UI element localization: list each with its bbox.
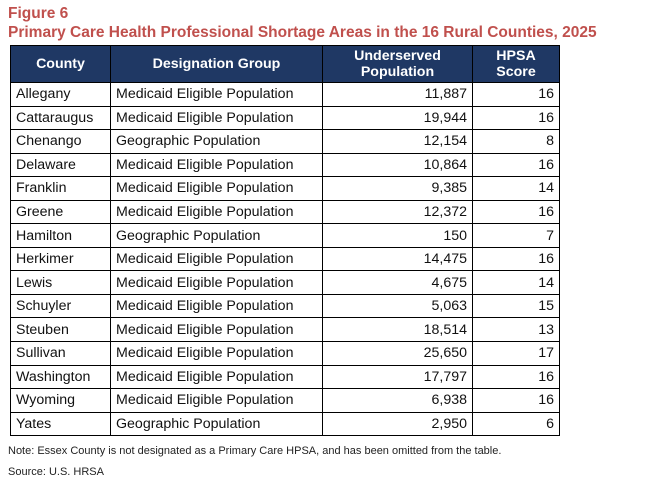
- cell-population: 5,063: [322, 293, 473, 319]
- header-score-line1: HPSA: [496, 48, 536, 64]
- cell-population: 6,938: [322, 388, 473, 413]
- cell-designation: Geographic Population: [110, 411, 323, 437]
- cell-score: 16: [472, 364, 560, 390]
- cell-score: 16: [472, 199, 560, 225]
- cell-score: 7: [472, 223, 560, 248]
- table-row: Washington Medicaid Eligible Population 17…: [10, 364, 560, 390]
- table-note: Note: Essex County is not designated as …: [8, 445, 502, 457]
- cell-county: Steuben: [10, 317, 111, 343]
- cell-population: 25,650: [322, 341, 473, 366]
- cell-designation: Medicaid Eligible Population: [110, 388, 323, 413]
- cell-score: 16: [472, 82, 560, 107]
- table-row: Lewis Medicaid Eligible Population 4,675 14: [10, 270, 560, 295]
- cell-designation: Geographic Population: [110, 223, 323, 248]
- cell-population: 12,372: [322, 199, 473, 225]
- table-row: Allegany Medicaid Eligible Population 11,8…: [10, 82, 560, 107]
- cell-score: 8: [472, 129, 560, 154]
- cell-population: 11,887: [322, 82, 473, 107]
- table-body: Allegany Medicaid Eligible Population 11,8…: [10, 82, 560, 437]
- cell-county: Wyoming: [10, 388, 111, 413]
- table-row: Wyoming Medicaid Eligible Population 6,938…: [10, 388, 560, 413]
- cell-score: 16: [472, 388, 560, 413]
- cell-county: Franklin: [10, 176, 111, 201]
- cell-county: Washington: [10, 364, 111, 390]
- cell-designation: Medicaid Eligible Population: [110, 293, 323, 319]
- cell-score: 16: [472, 246, 560, 272]
- header-population-line1: Underserved: [354, 48, 441, 64]
- cell-designation: Medicaid Eligible Population: [110, 270, 323, 295]
- cell-score: 14: [472, 176, 560, 201]
- cell-county: Schuyler: [10, 293, 111, 319]
- header-population: Underserved Population: [322, 45, 473, 83]
- cell-designation: Medicaid Eligible Population: [110, 341, 323, 366]
- cell-score: 13: [472, 317, 560, 343]
- cell-designation: Medicaid Eligible Population: [110, 176, 323, 201]
- table-row: Sullivan Medicaid Eligible Population 25,6…: [10, 341, 560, 366]
- cell-designation: Medicaid Eligible Population: [110, 82, 323, 107]
- cell-designation: Geographic Population: [110, 129, 323, 154]
- cell-designation: Medicaid Eligible Population: [110, 199, 323, 225]
- header-score: HPSA Score: [472, 45, 560, 83]
- header-population-line2: Population: [360, 64, 435, 80]
- cell-score: 14: [472, 270, 560, 295]
- table-row: Herkimer Medicaid Eligible Population 14,4…: [10, 246, 560, 272]
- cell-designation: Medicaid Eligible Population: [110, 105, 323, 131]
- table-row: Schuyler Medicaid Eligible Population 5,06…: [10, 293, 560, 319]
- header-row: County Designation Group Underserved Pop…: [10, 45, 560, 83]
- figure-title: Primary Care Health Professional Shortag…: [8, 24, 597, 41]
- cell-county: Cattaraugus: [10, 105, 111, 131]
- cell-county: Herkimer: [10, 246, 111, 272]
- cell-score: 16: [472, 105, 560, 131]
- figure-label: Figure 6: [8, 5, 69, 22]
- cell-score: 6: [472, 411, 560, 437]
- cell-population: 18,514: [322, 317, 473, 343]
- cell-county: Delaware: [10, 152, 111, 178]
- cell-population: 12,154: [322, 129, 473, 154]
- table-row: Chenango Geographic Population 12,154 8: [10, 129, 560, 154]
- table-row: Franklin Medicaid Eligible Population 9,38…: [10, 176, 560, 201]
- table-row: Yates Geographic Population 2,950 6: [10, 411, 560, 437]
- table-row: Delaware Medicaid Eligible Population 10,8…: [10, 152, 560, 178]
- cell-designation: Medicaid Eligible Population: [110, 317, 323, 343]
- cell-county: Yates: [10, 411, 111, 437]
- cell-population: 4,675: [322, 270, 473, 295]
- cell-county: Greene: [10, 199, 111, 225]
- cell-score: 15: [472, 293, 560, 319]
- table-row: Cattaraugus Medicaid Eligible Population 1…: [10, 105, 560, 131]
- table-row: Hamilton Geographic Population 150 7: [10, 223, 560, 248]
- cell-designation: Medicaid Eligible Population: [110, 364, 323, 390]
- cell-county: Allegany: [10, 82, 111, 107]
- cell-county: Lewis: [10, 270, 111, 295]
- header-score-line2: Score: [496, 64, 536, 80]
- cell-population: 17,797: [322, 364, 473, 390]
- header-designation: Designation Group: [110, 45, 323, 83]
- table-header: County Designation Group Underserved Pop…: [10, 45, 560, 83]
- cell-county: Chenango: [10, 129, 111, 154]
- table-row: Greene Medicaid Eligible Population 12,372…: [10, 199, 560, 225]
- header-county: County: [10, 45, 111, 83]
- cell-county: Sullivan: [10, 341, 111, 366]
- cell-population: 9,385: [322, 176, 473, 201]
- cell-score: 16: [472, 152, 560, 178]
- cell-population: 10,864: [322, 152, 473, 178]
- cell-designation: Medicaid Eligible Population: [110, 246, 323, 272]
- cell-designation: Medicaid Eligible Population: [110, 152, 323, 178]
- cell-population: 14,475: [322, 246, 473, 272]
- hpsa-table: County Designation Group Underserved Pop…: [10, 45, 560, 437]
- cell-county: Hamilton: [10, 223, 111, 248]
- table-row: Steuben Medicaid Eligible Population 18,51…: [10, 317, 560, 343]
- table-source: Source: U.S. HRSA: [8, 466, 104, 478]
- cell-population: 2,950: [322, 411, 473, 437]
- cell-population: 150: [322, 223, 473, 248]
- cell-score: 17: [472, 341, 560, 366]
- cell-population: 19,944: [322, 105, 473, 131]
